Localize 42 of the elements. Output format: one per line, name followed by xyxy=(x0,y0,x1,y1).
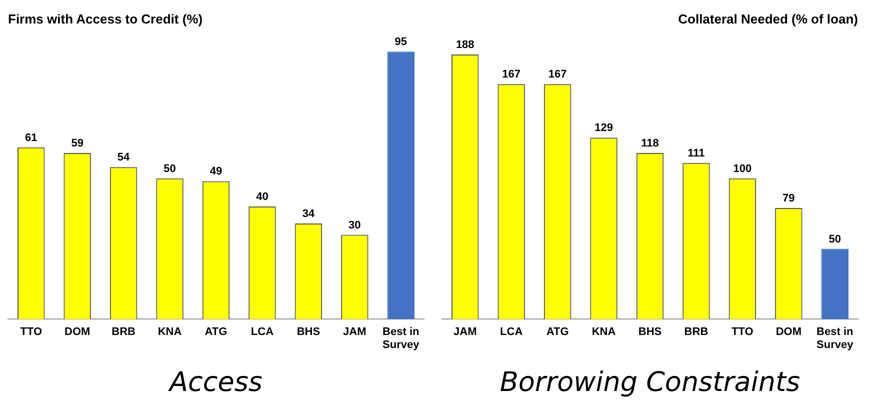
x-tick-label: DOM xyxy=(64,326,90,338)
x-tick-label: LCA xyxy=(250,326,274,338)
data-label: 49 xyxy=(210,166,222,178)
x-tick-label: LCA xyxy=(500,326,523,338)
x-tick-label: JAM xyxy=(343,326,366,338)
data-label: 118 xyxy=(641,138,659,150)
x-tick-label: KNA xyxy=(592,326,616,338)
x-tick-label: ATG xyxy=(204,326,228,338)
chart-title: Firms with Access to Credit (%) xyxy=(8,11,203,26)
data-label: 100 xyxy=(733,162,752,175)
x-tick-label: BRB xyxy=(112,326,136,338)
x-tick-label: TTO xyxy=(732,326,754,338)
data-label: 167 xyxy=(502,68,521,81)
data-label: 61 xyxy=(24,132,38,144)
chart-title: Collateral Needed (% of loan) xyxy=(678,11,858,26)
x-axis-title: Borrowing Constraints xyxy=(500,366,800,398)
bar xyxy=(821,248,848,320)
data-label: 40 xyxy=(256,191,268,204)
data-label: 129 xyxy=(594,122,613,134)
data-label: 50 xyxy=(828,233,842,246)
data-label: 30 xyxy=(348,219,361,232)
data-label: 79 xyxy=(782,192,795,204)
x-tick-label: TTO xyxy=(20,326,42,338)
x-tick-label: KNA xyxy=(158,326,182,338)
data-label: 59 xyxy=(71,138,84,150)
data-label: 54 xyxy=(117,152,131,164)
x-tick-label: ATG xyxy=(546,326,569,338)
x-tick-label: Best in Survey xyxy=(816,326,854,352)
x-tick-label: JAM xyxy=(453,326,477,338)
x-axis-title: Access xyxy=(168,366,262,398)
data-label: 50 xyxy=(164,162,176,175)
data-label: 188 xyxy=(456,39,474,52)
x-tick-label: DOM xyxy=(776,326,802,338)
data-label: 167 xyxy=(548,68,567,81)
x-tick-label: BRB xyxy=(684,326,708,338)
data-label: 95 xyxy=(394,36,408,48)
data-label: 111 xyxy=(688,147,705,160)
x-tick-label: BHS xyxy=(638,326,662,338)
data-label: 34 xyxy=(302,208,316,220)
x-tick-label: BHS xyxy=(296,326,320,338)
x-tick-label: Best in Survey xyxy=(382,326,420,352)
bar xyxy=(387,52,414,320)
